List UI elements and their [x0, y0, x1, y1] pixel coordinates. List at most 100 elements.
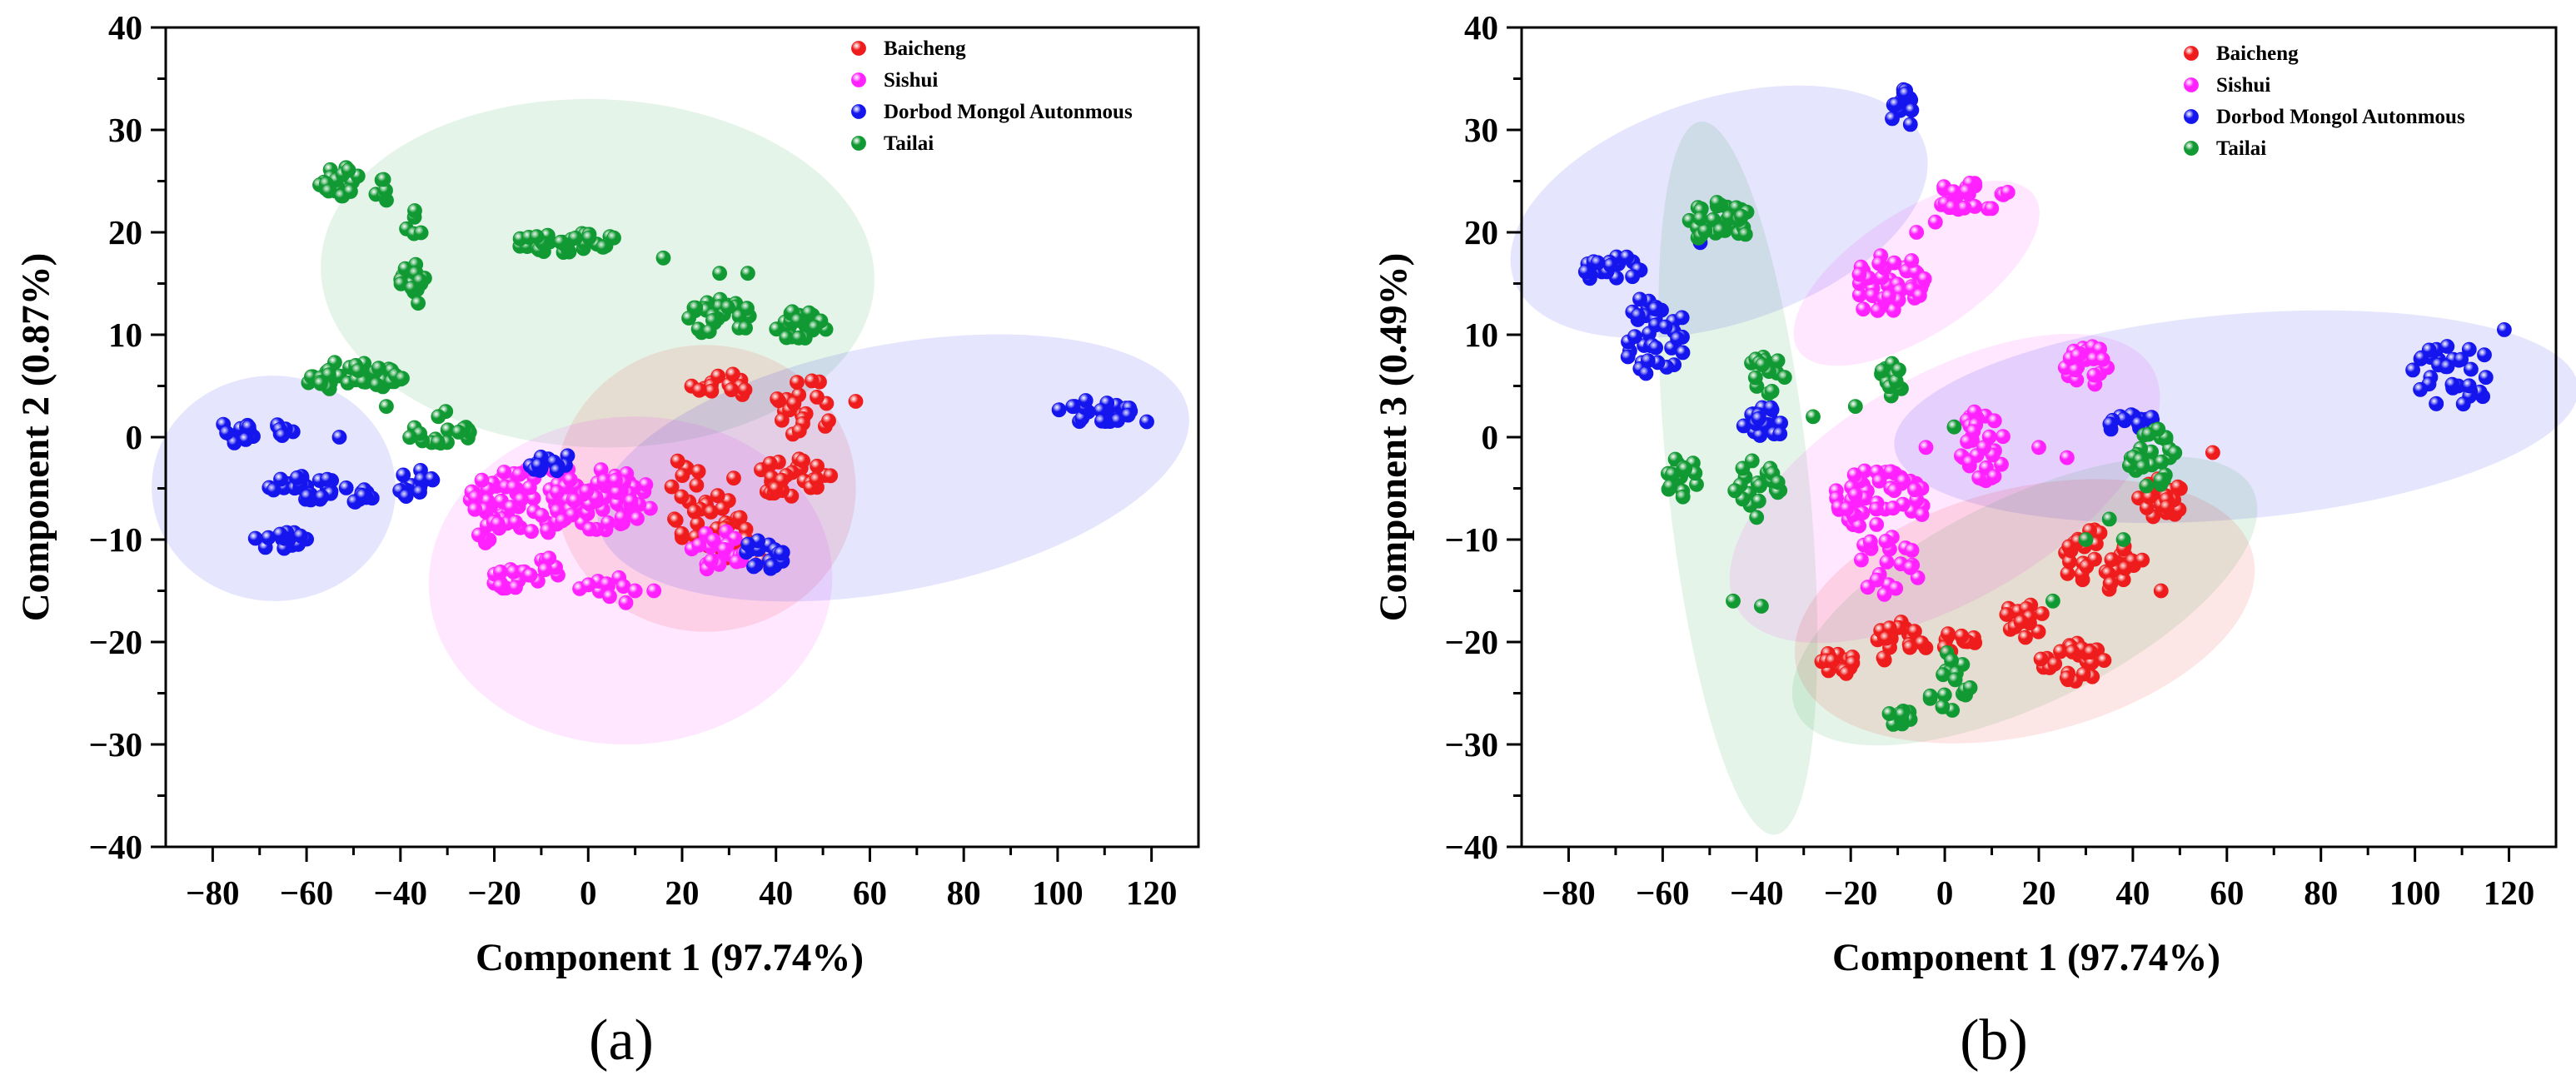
data-point — [807, 320, 823, 335]
data-point — [801, 305, 817, 321]
data-point — [2065, 645, 2080, 659]
data-point — [1966, 424, 1981, 439]
data-point — [2205, 445, 2220, 460]
data-point — [2031, 440, 2046, 455]
y-tick-label: −30 — [1445, 725, 1498, 764]
legend-item-sishui: Sishui — [851, 69, 938, 92]
data-point — [537, 562, 553, 577]
data-point — [1770, 353, 1786, 369]
data-point — [395, 371, 410, 386]
series-tailai — [1661, 195, 2183, 732]
data-point — [1914, 507, 1930, 522]
data-point — [1665, 466, 1680, 482]
data-point — [791, 330, 806, 346]
data-point — [1944, 200, 1960, 215]
legend-item-dorbod-mongol-autonmous: Dorbod Mongol Autonmous — [2184, 106, 2465, 128]
x-tick-label: −20 — [467, 873, 521, 912]
legend-label: Sishui — [884, 69, 938, 92]
data-point — [582, 521, 597, 537]
confidence-ellipses — [152, 98, 1189, 745]
data-point — [369, 377, 384, 392]
data-point — [1839, 501, 1855, 516]
data-point — [1984, 201, 2000, 217]
y-tick-label: 20 — [108, 213, 142, 251]
data-point — [1870, 303, 1886, 318]
x-tick-label: −80 — [1542, 873, 1595, 912]
x-tick-label: 80 — [2304, 873, 2338, 912]
data-point — [1094, 413, 1109, 429]
data-point — [2070, 348, 2085, 363]
data-point — [1726, 593, 1741, 609]
data-point — [630, 510, 645, 526]
data-point — [1896, 473, 1911, 489]
data-point — [2104, 552, 2120, 568]
data-point — [1677, 461, 1692, 476]
data-point — [513, 492, 529, 507]
y-axis-title: Component 2 (0.87%) — [14, 253, 57, 622]
y-tick-label: 30 — [1464, 111, 1498, 149]
series-tailai — [301, 160, 834, 450]
data-point — [490, 515, 506, 531]
data-point — [810, 389, 825, 405]
data-point — [404, 281, 420, 296]
legend: Baicheng Sishui Dorbod Mongol Autonmous Tai… — [851, 37, 1133, 155]
data-point — [2159, 500, 2175, 515]
data-point — [1662, 479, 1678, 495]
data-point — [341, 162, 356, 178]
data-point — [313, 376, 328, 391]
data-point — [1986, 413, 2002, 429]
data-point — [1734, 208, 1749, 224]
data-point — [646, 583, 662, 599]
data-point — [321, 183, 336, 199]
data-point — [2154, 454, 2170, 470]
data-point — [1051, 402, 1067, 418]
data-point — [1763, 400, 1779, 416]
data-point — [769, 321, 785, 337]
data-point — [1648, 340, 1663, 356]
legend-marker — [851, 136, 866, 151]
data-point — [810, 458, 825, 474]
data-point — [2000, 184, 2015, 200]
data-point — [1935, 699, 1951, 714]
data-point — [1906, 624, 1922, 640]
legend-label: Dorbod Mongol Autonmous — [884, 101, 1133, 123]
y-tick-label: 20 — [1464, 213, 1498, 251]
data-point — [1894, 707, 1910, 722]
x-tick-label: −60 — [280, 873, 333, 912]
data-point — [320, 471, 335, 487]
data-point — [614, 510, 630, 525]
data-point — [2167, 445, 2183, 460]
data-point — [2087, 551, 2102, 567]
data-point — [1922, 688, 1938, 704]
data-point — [805, 373, 820, 389]
series-sishui — [462, 455, 760, 610]
data-point — [1962, 680, 1978, 695]
axes: −80 −60 −40 −20 0 20 40 60 80 100 120 −40 −30 −20 −10 0… — [89, 8, 1200, 912]
data-point — [2455, 396, 2471, 412]
legend-marker — [851, 72, 866, 87]
data-point — [331, 430, 347, 445]
data-point — [2117, 560, 2133, 576]
data-point — [2444, 376, 2460, 392]
data-point — [1674, 310, 1690, 326]
data-point — [580, 577, 596, 593]
data-point — [496, 465, 512, 480]
x-tick-label: −40 — [374, 873, 427, 912]
data-point — [1712, 222, 1728, 238]
data-point — [674, 526, 690, 541]
data-point — [848, 394, 864, 409]
x-tick-label: 0 — [1936, 873, 1954, 912]
data-point — [2102, 416, 2118, 432]
data-point — [1976, 440, 1991, 455]
data-point — [675, 468, 690, 483]
data-point — [2103, 575, 2119, 591]
data-point — [1630, 307, 1646, 323]
data-point — [1638, 366, 1654, 381]
x-tick-label: −80 — [186, 873, 239, 912]
data-point — [690, 464, 706, 480]
data-point — [522, 567, 538, 583]
data-point — [238, 432, 254, 447]
data-point — [595, 239, 611, 255]
y-tick-label: 0 — [126, 418, 143, 456]
data-point — [1776, 370, 1792, 386]
